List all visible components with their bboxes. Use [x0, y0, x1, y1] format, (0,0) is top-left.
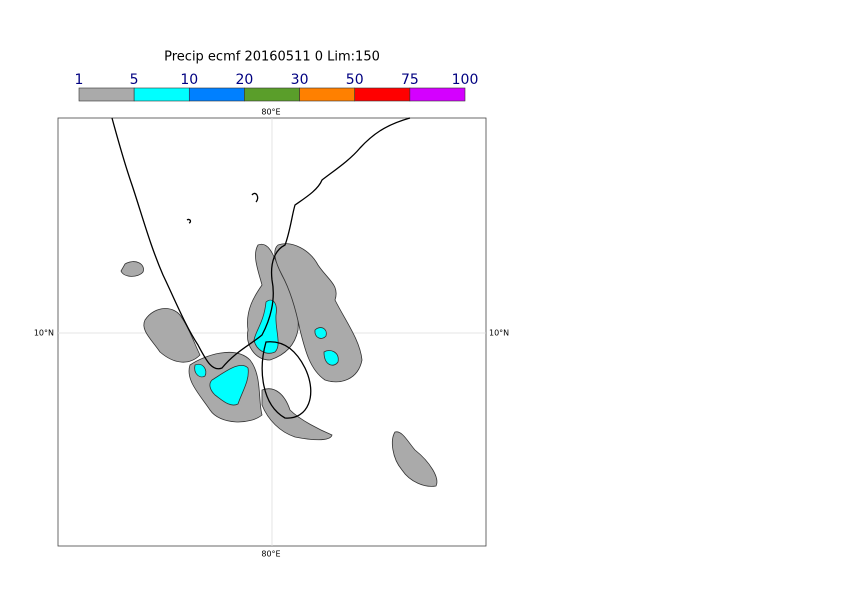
lat-label: 10°N — [489, 329, 509, 338]
legend-label: 30 — [291, 72, 309, 88]
legend-swatch — [409, 87, 466, 102]
legend-label: 5 — [130, 72, 139, 88]
heavy-precip-areas — [194, 299, 339, 406]
legend-label: 50 — [346, 72, 364, 88]
legend-swatch — [244, 87, 300, 102]
legend-swatch — [299, 87, 356, 102]
legend-label: 10 — [180, 72, 198, 88]
legend-label: 20 — [236, 72, 254, 88]
lat-label: 10°N — [34, 329, 54, 338]
lon-label: 80°E — [261, 108, 280, 117]
lon-label: 80°E — [261, 550, 280, 559]
legend-label: 100 — [452, 72, 479, 88]
coastline — [111, 117, 411, 419]
title: Precip ecmf 20160511 0 Lim:150 — [164, 50, 380, 65]
legend-label: 1 — [75, 72, 84, 88]
legend-label: 75 — [401, 72, 419, 88]
legend-swatch — [188, 87, 245, 102]
legend-swatch — [78, 87, 135, 102]
legend-swatch — [133, 87, 190, 102]
legend: 1 5 10 20 30 50 75 100 — [75, 72, 479, 102]
legend-swatch — [354, 87, 411, 102]
